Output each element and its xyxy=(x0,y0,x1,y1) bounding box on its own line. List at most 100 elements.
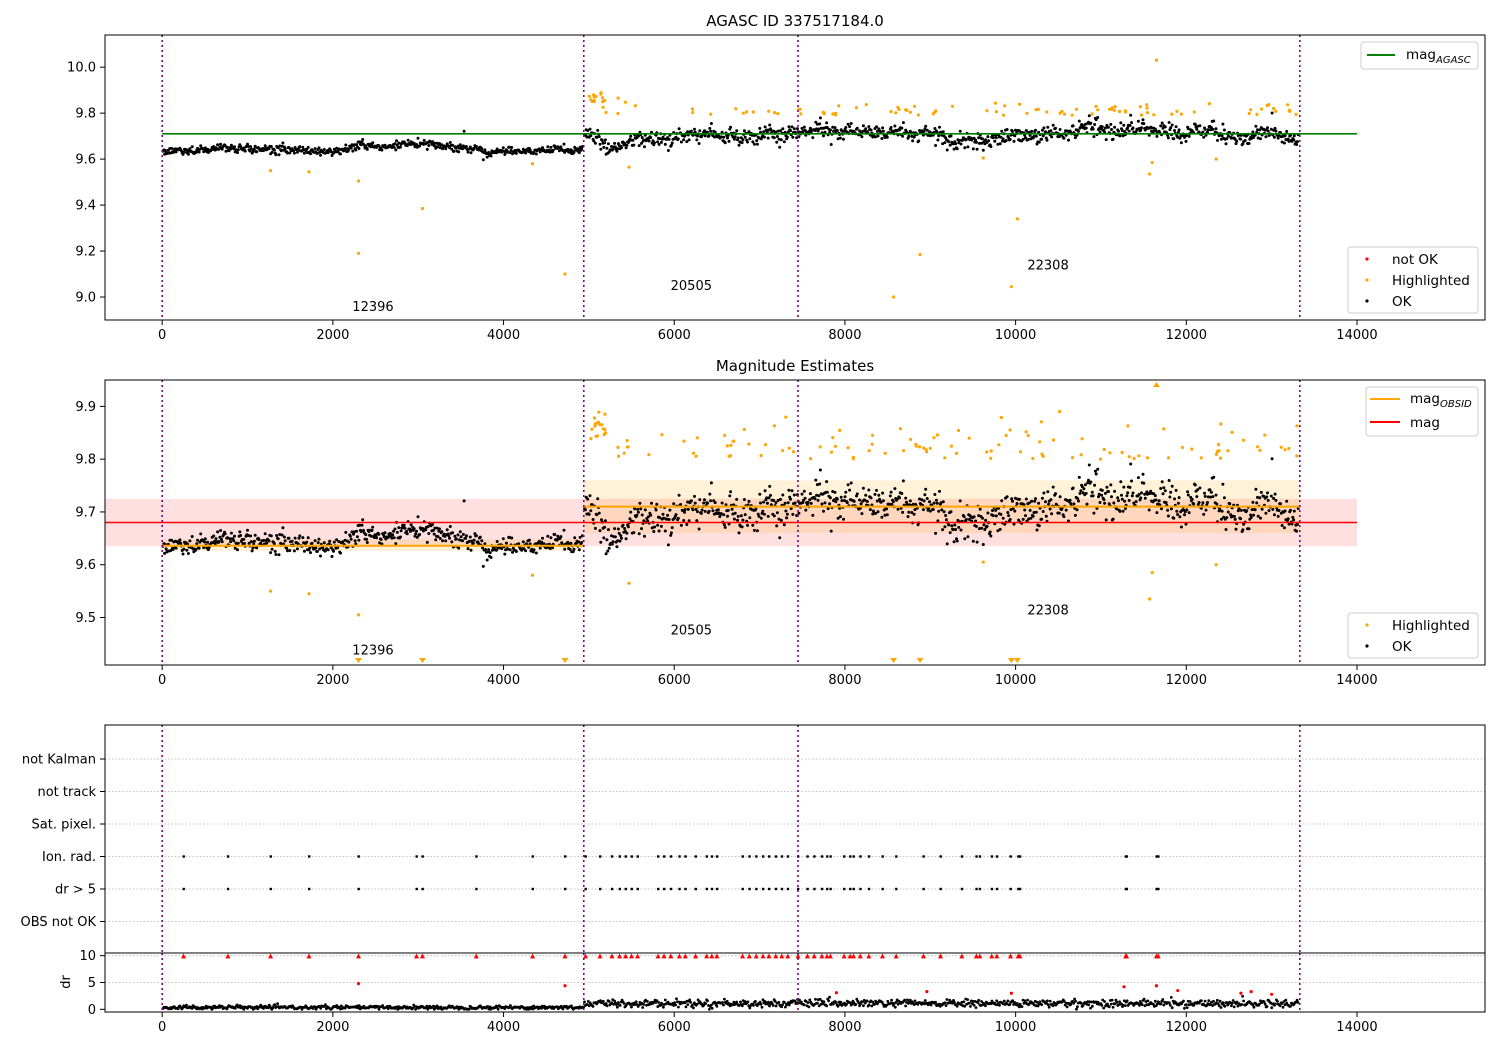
panel-agasc-magnitude: 0 2000 4000 6000 8000 10000 12000 140009.09.29.… xyxy=(67,12,1486,343)
ok-point xyxy=(1235,139,1239,143)
ok-point xyxy=(1008,518,1012,521)
ok-point xyxy=(1264,511,1268,515)
ok-point xyxy=(178,538,182,542)
dr-point xyxy=(1125,999,1129,1003)
dr-point xyxy=(1232,1005,1236,1009)
ok-point xyxy=(597,135,601,139)
ok-point xyxy=(756,512,760,516)
ok-point xyxy=(481,564,485,568)
flag-event-ion-rad xyxy=(755,855,758,858)
highlighted-point xyxy=(268,589,273,593)
ok-point xyxy=(731,512,735,516)
ok-point xyxy=(1115,507,1119,511)
ok-point xyxy=(461,532,465,536)
ok-point xyxy=(369,534,373,538)
ok-point xyxy=(672,502,676,506)
ok-point xyxy=(350,530,354,534)
ok-point xyxy=(668,508,672,512)
highlighted-point xyxy=(1120,450,1124,455)
dr-point xyxy=(411,1006,415,1010)
ok-point xyxy=(703,509,707,513)
flag-event-dr-gt-5 xyxy=(624,887,627,891)
flag-event-dr-gt-5 xyxy=(307,887,311,891)
ok-point xyxy=(991,509,994,512)
ok-point xyxy=(1033,499,1037,503)
ok-point xyxy=(1224,142,1228,146)
highlighted-point xyxy=(909,437,913,441)
ok-point xyxy=(1295,143,1299,146)
ok-point xyxy=(949,510,953,514)
ok-point xyxy=(693,494,696,498)
ok-point xyxy=(816,498,820,502)
legend-label-ok: OK xyxy=(1392,639,1413,655)
dr-clipped-marker xyxy=(850,953,856,959)
ok-point xyxy=(1143,496,1147,500)
ok-point xyxy=(999,512,1003,516)
ok-point xyxy=(1239,133,1243,137)
ok-point xyxy=(1266,491,1269,495)
ok-point xyxy=(313,539,317,543)
ok-point xyxy=(792,127,796,131)
ok-point xyxy=(1258,496,1262,500)
ok-point xyxy=(359,530,363,534)
ok-point xyxy=(301,536,305,540)
dr-point xyxy=(722,1003,725,1007)
ok-point xyxy=(983,528,987,531)
ok-point xyxy=(1259,137,1262,141)
dr-point xyxy=(758,1000,762,1004)
ok-point xyxy=(855,126,859,130)
highlighted-point xyxy=(1003,104,1007,108)
ok-point xyxy=(679,503,683,506)
flag-event-dr-gt-5 xyxy=(618,887,622,891)
dr-point xyxy=(663,998,667,1002)
ok-point xyxy=(742,129,746,133)
ok-point xyxy=(1010,497,1014,501)
ok-point xyxy=(759,130,762,134)
dr-outlier-point xyxy=(1249,990,1253,994)
ok-point xyxy=(636,134,640,138)
flag-event-dr-gt-5 xyxy=(975,887,978,891)
ok-point xyxy=(1176,501,1180,505)
ok-point xyxy=(188,539,192,543)
dr-point xyxy=(706,999,709,1003)
ok-point xyxy=(458,530,462,534)
ok-point xyxy=(669,533,673,537)
ok-point xyxy=(974,524,978,528)
ok-point xyxy=(998,527,1002,531)
flag-event-dr-gt-5 xyxy=(669,887,673,891)
ok-point xyxy=(246,142,249,146)
ok-point xyxy=(480,539,484,543)
ok-point xyxy=(817,494,821,498)
highlighted-point xyxy=(601,105,605,109)
p2-title: Magnitude Estimates xyxy=(716,357,874,375)
ok-point xyxy=(549,536,553,540)
ok-point xyxy=(963,146,967,150)
ok-point xyxy=(577,540,581,544)
ok-point xyxy=(534,551,538,555)
ok-point xyxy=(604,552,608,556)
highlighted-point xyxy=(1137,454,1141,458)
ok-point xyxy=(719,135,723,139)
ok-point xyxy=(1125,494,1129,498)
ok-point xyxy=(427,144,431,147)
highlighted-point xyxy=(597,410,601,414)
ok-point xyxy=(1295,529,1299,533)
ok-point xyxy=(694,507,698,511)
ok-point xyxy=(1049,498,1053,502)
ok-point xyxy=(606,549,610,553)
ok-point xyxy=(751,140,755,144)
ok-point xyxy=(786,130,790,134)
ok-point xyxy=(698,498,702,502)
ok-point xyxy=(922,129,926,133)
ok-point xyxy=(1121,134,1125,138)
ok-point xyxy=(686,500,690,504)
dr-clipped-marker xyxy=(753,953,759,959)
ok-point xyxy=(1028,133,1032,137)
below-range-marker xyxy=(890,658,898,663)
ok-point xyxy=(252,542,256,546)
ok-point xyxy=(288,549,292,552)
ok-point xyxy=(421,527,425,530)
legend-swatch-ok xyxy=(1365,644,1369,648)
ok-point xyxy=(896,507,900,511)
ok-point xyxy=(624,146,628,150)
